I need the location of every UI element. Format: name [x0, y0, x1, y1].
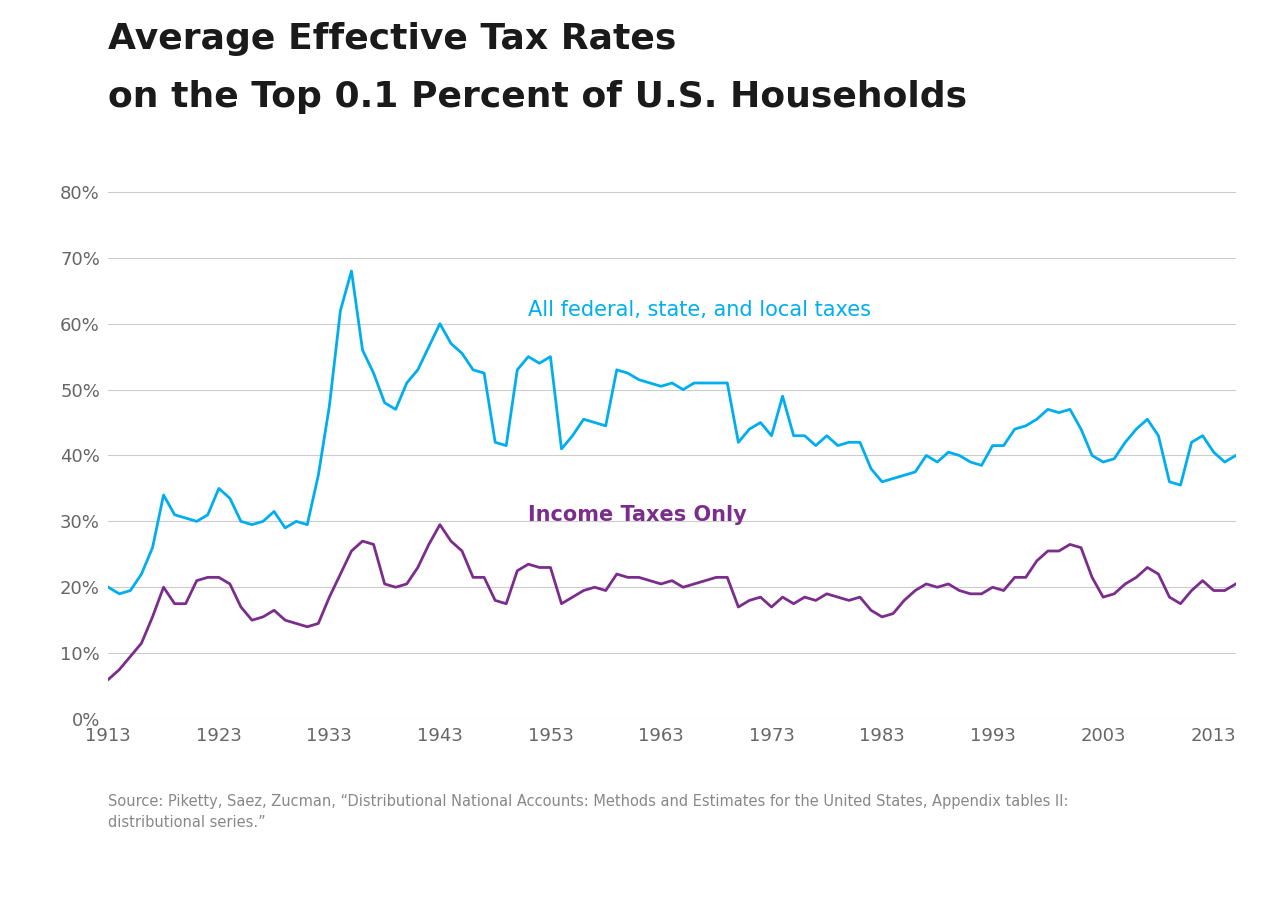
Text: Average Effective Tax Rates: Average Effective Tax Rates — [108, 22, 676, 56]
Text: TAX FOUNDATION: TAX FOUNDATION — [23, 874, 229, 894]
Text: on the Top 0.1 Percent of U.S. Households: on the Top 0.1 Percent of U.S. Household… — [108, 80, 967, 114]
Text: All federal, state, and local taxes: All federal, state, and local taxes — [529, 301, 871, 321]
Text: Source: Piketty, Saez, Zucman, “Distributional National Accounts: Methods and Es: Source: Piketty, Saez, Zucman, “Distribu… — [108, 794, 1069, 830]
Text: Income Taxes Only: Income Taxes Only — [529, 505, 747, 525]
Text: @TaxFoundation: @TaxFoundation — [1071, 875, 1251, 893]
